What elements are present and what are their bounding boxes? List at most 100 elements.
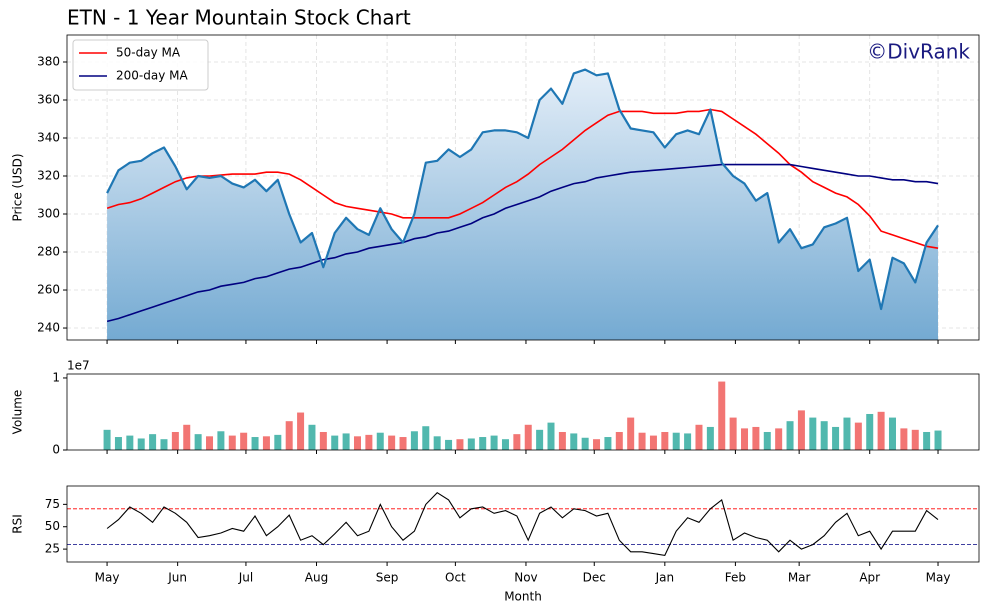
ma-line — [106, 163, 939, 323]
price-line — [106, 68, 939, 311]
volume-bar — [718, 381, 726, 450]
x-tick-label: Sep — [376, 571, 399, 585]
volume-bar — [206, 436, 214, 450]
volume-bar — [797, 410, 805, 450]
volume-bar — [536, 429, 544, 450]
volume-bar — [695, 424, 703, 450]
rsi-line — [106, 491, 939, 557]
volume-bar — [775, 428, 783, 450]
volume-bar — [911, 429, 919, 450]
volume-bar — [638, 432, 646, 450]
volume-bar — [285, 421, 293, 450]
volume-bar — [649, 435, 657, 450]
volume-bar — [524, 424, 532, 450]
volume-bar — [388, 435, 396, 450]
volume-bar — [353, 436, 361, 450]
volume-bar — [843, 417, 851, 450]
volume-bar — [729, 417, 737, 450]
volume-bar — [570, 433, 578, 450]
y-axis-label: RSI — [11, 514, 25, 534]
volume-bar — [228, 435, 236, 450]
volume-bar — [467, 438, 475, 450]
volume-bar — [376, 432, 384, 450]
legend-label: 200-day MA — [116, 69, 188, 83]
volume-bar — [501, 439, 509, 450]
volume-bar — [684, 433, 692, 450]
watermark: ©DivRank — [867, 40, 970, 64]
volume-bar — [297, 412, 305, 450]
volume-bar — [331, 435, 339, 450]
y-tick-label: 360 — [37, 92, 60, 106]
y-tick-label: 300 — [37, 207, 60, 221]
y-tick-label: 320 — [37, 169, 60, 183]
volume-bar — [251, 437, 259, 450]
x-tick-label: Nov — [514, 571, 537, 585]
volume-bar — [274, 434, 282, 450]
volume-bar — [308, 424, 316, 450]
y-tick-label: 340 — [37, 130, 60, 144]
volume-bar — [365, 434, 373, 450]
volume-bar — [627, 417, 635, 450]
y-tick-label: 240 — [37, 321, 60, 335]
volume-bar — [934, 430, 942, 450]
volume-bar — [900, 428, 908, 450]
volume-bar — [399, 437, 407, 450]
axes-frame — [66, 373, 980, 451]
volume-bar — [160, 439, 168, 450]
x-axis-label: Month — [504, 590, 542, 604]
volume-bar — [342, 433, 350, 450]
y-tick-label: 50 — [45, 519, 60, 533]
volume-bar — [456, 439, 464, 450]
volume-bar — [820, 421, 828, 450]
x-tick-label: Aug — [305, 571, 328, 585]
volume-bar — [661, 431, 669, 450]
volume-bar — [103, 429, 111, 450]
volume-bar — [445, 439, 453, 450]
y-tick-label: 25 — [45, 542, 60, 556]
volume-bar — [854, 422, 862, 450]
volume-bar — [832, 426, 840, 450]
x-tick-label: May — [926, 571, 951, 585]
y-tick-label: 280 — [37, 245, 60, 259]
volume-bar — [706, 426, 714, 450]
y-tick-label: 1 — [52, 370, 60, 384]
volume-bar — [809, 417, 817, 450]
volume-bar — [672, 432, 680, 450]
volume-bar — [741, 428, 749, 450]
mountain-area — [107, 69, 939, 340]
volume-bar — [888, 417, 896, 450]
volume-bar — [137, 438, 145, 450]
volume-bar — [558, 431, 566, 450]
volume-bar — [581, 437, 589, 450]
y-axis-label: Volume — [11, 390, 25, 435]
volume-bar — [149, 434, 157, 450]
axis-offset: 1e7 — [67, 359, 90, 373]
volume-bar — [422, 426, 430, 450]
volume-bar — [923, 431, 931, 450]
volume-bar — [171, 431, 179, 450]
volume-bar — [319, 431, 327, 450]
legend: 50-day MA 200-day MA — [72, 39, 209, 91]
volume-bar — [262, 436, 270, 450]
y-tick-label: 75 — [45, 497, 60, 511]
volume-bar — [615, 431, 623, 450]
volume-bar — [786, 421, 794, 450]
volume-bar — [217, 431, 225, 450]
y-tick-label: 0 — [52, 443, 60, 457]
volume-bar — [604, 437, 612, 450]
x-tick-label: Jan — [655, 571, 675, 585]
y-tick-label: 380 — [37, 54, 60, 68]
x-tick-label: Dec — [583, 571, 606, 585]
x-tick-label: Mar — [788, 571, 811, 585]
volume-bar — [479, 437, 487, 450]
volume-bar — [194, 434, 202, 450]
y-tick-label: 260 — [37, 283, 60, 297]
x-tick-label: Jun — [167, 571, 187, 585]
x-tick-label: Jul — [238, 571, 253, 585]
x-tick-label: Feb — [725, 571, 746, 585]
volume-bar — [114, 437, 122, 450]
volume-bar — [183, 424, 191, 450]
chart-title: ETN - 1 Year Mountain Stock Chart — [67, 6, 411, 30]
ma-line — [106, 108, 939, 249]
